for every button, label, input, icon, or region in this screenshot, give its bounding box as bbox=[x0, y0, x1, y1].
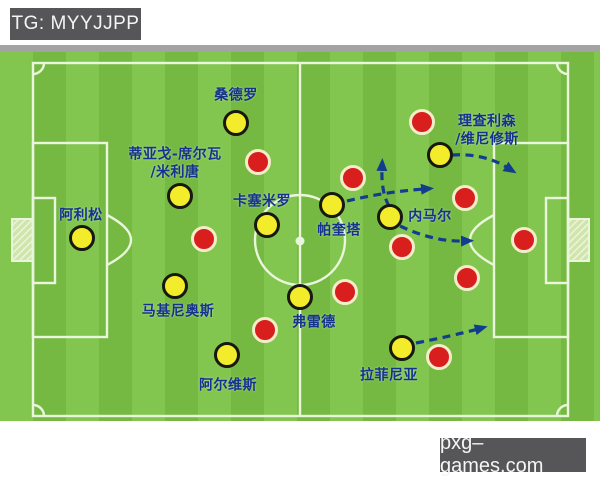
watermark-site: pxg–games.com bbox=[440, 432, 586, 477]
watermark-telegram: TG: MYYJJPP bbox=[10, 8, 141, 40]
player-label: 弗雷德 bbox=[292, 314, 336, 331]
yellow-player-marker[interactable] bbox=[69, 225, 95, 251]
player-label: 马基尼奥斯 bbox=[141, 303, 215, 320]
red-player-marker[interactable] bbox=[511, 227, 537, 253]
yellow-player-marker[interactable] bbox=[167, 183, 193, 209]
red-player-marker[interactable] bbox=[340, 165, 366, 191]
yellow-player-marker[interactable] bbox=[389, 335, 415, 361]
red-player-marker[interactable] bbox=[452, 185, 478, 211]
yellow-player-marker[interactable] bbox=[287, 284, 313, 310]
red-player-marker[interactable] bbox=[389, 234, 415, 260]
red-player-marker[interactable] bbox=[454, 265, 480, 291]
yellow-player-marker[interactable] bbox=[254, 212, 280, 238]
player-label: 理查利森 /维尼修斯 bbox=[455, 113, 519, 148]
player-label: 卡塞米罗 bbox=[233, 193, 291, 210]
red-player-marker[interactable] bbox=[409, 109, 435, 135]
player-label: 阿利松 bbox=[59, 207, 103, 224]
red-player-marker[interactable] bbox=[252, 317, 278, 343]
red-player-marker[interactable] bbox=[332, 279, 358, 305]
yellow-player-marker[interactable] bbox=[214, 342, 240, 368]
player-label: 桑德罗 bbox=[214, 87, 258, 104]
yellow-player-marker[interactable] bbox=[162, 273, 188, 299]
player-label: 内马尔 bbox=[408, 208, 452, 225]
yellow-player-marker[interactable] bbox=[223, 110, 249, 136]
player-label: 帕奎塔 bbox=[317, 222, 361, 239]
yellow-player-marker[interactable] bbox=[319, 192, 345, 218]
red-player-marker[interactable] bbox=[191, 226, 217, 252]
yellow-player-marker[interactable] bbox=[427, 142, 453, 168]
yellow-player-marker[interactable] bbox=[377, 204, 403, 230]
player-label: 阿尔维斯 bbox=[199, 377, 257, 394]
red-player-marker[interactable] bbox=[245, 149, 271, 175]
red-player-marker[interactable] bbox=[426, 344, 452, 370]
player-label: 拉菲尼亚 bbox=[360, 367, 418, 384]
player-label: 蒂亚戈-席尔瓦 /米利唐 bbox=[128, 146, 222, 181]
image-top-edge bbox=[0, 45, 600, 52]
